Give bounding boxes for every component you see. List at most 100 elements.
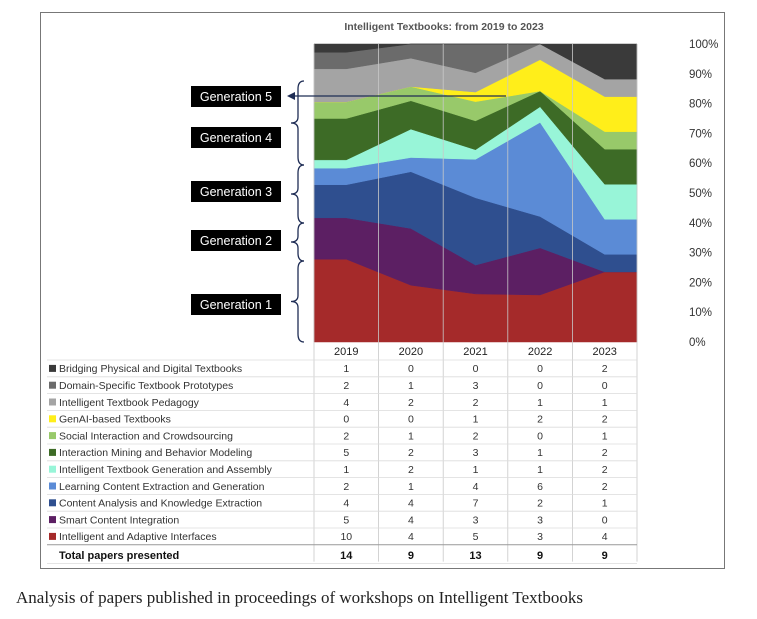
generation-label: Generation 2 <box>200 234 272 248</box>
table-cell-value: 4 <box>408 531 414 543</box>
legend-label: Interaction Mining and Behavior Modeling <box>59 447 252 459</box>
table-cell-value: 2 <box>602 464 608 476</box>
table-cell-value: 4 <box>343 397 349 409</box>
legend-label: Learning Content Extraction and Generati… <box>59 481 265 493</box>
data-table <box>47 44 638 564</box>
generation-label-box <box>191 127 281 148</box>
table-cell-value: 2 <box>343 481 349 493</box>
table-cell-value: 2 <box>537 498 543 510</box>
table-cell-value: 1 <box>602 397 608 409</box>
legend-swatch <box>49 482 56 490</box>
chart-title: Intelligent Textbooks: from 2019 to 2023 <box>344 21 544 33</box>
legend-label: Domain-Specific Textbook Prototypes <box>59 380 233 392</box>
table-year-header: 2023 <box>592 346 616 358</box>
table-cell-value: 5 <box>473 531 479 543</box>
generation-brace <box>290 164 305 224</box>
table-cell-value: 2 <box>343 430 349 442</box>
table-cell-value: 1 <box>473 414 479 426</box>
generation-label: Generation 5 <box>200 90 272 104</box>
table-cell-value: 3 <box>537 531 543 543</box>
table-year-header: 2019 <box>334 346 358 358</box>
table-cell-value: 4 <box>343 498 349 510</box>
table-cell-value: 2 <box>602 481 608 493</box>
table-cell-value: 5 <box>343 447 349 459</box>
table-cell-value: 2 <box>602 447 608 459</box>
table-cell-value: 2 <box>408 447 414 459</box>
legend-swatch <box>49 398 56 406</box>
table-cell-value: 4 <box>408 498 414 510</box>
figure-frame: Intelligent Textbooks: from 2019 to 2023… <box>40 12 725 569</box>
generation-label-box <box>191 294 281 315</box>
generation-label-box <box>191 230 281 251</box>
legend-swatch <box>49 381 56 389</box>
table-cell-value: 10 <box>340 531 352 543</box>
table-cell-value: 2 <box>408 397 414 409</box>
y-tick-label: 20% <box>689 277 712 289</box>
y-tick-label: 0% <box>689 337 706 349</box>
legend-label: GenAI-based Textbooks <box>59 414 171 426</box>
total-value: 9 <box>537 550 543 562</box>
y-tick-label: 70% <box>689 128 712 140</box>
generation-brace <box>290 80 305 166</box>
table-cell-value: 2 <box>602 414 608 426</box>
table-cell-value: 1 <box>343 363 349 375</box>
table-cell-value: 1 <box>408 380 414 392</box>
generation-label: Generation 4 <box>200 131 272 145</box>
table-cell-value: 2 <box>473 430 479 442</box>
legend-label: Intelligent Textbook Pedagogy <box>59 397 200 409</box>
table-cell-value: 0 <box>408 363 414 375</box>
legend-swatch <box>49 499 56 507</box>
total-value: 14 <box>340 550 353 562</box>
area-chart: Intelligent Textbooks: from 2019 to 2023… <box>47 21 718 564</box>
table-cell-value: 3 <box>473 447 479 459</box>
table-cell-value: 4 <box>408 514 414 526</box>
generation-brace <box>290 222 305 262</box>
table-cell-value: 2 <box>408 464 414 476</box>
legend-label: Content Analysis and Knowledge Extractio… <box>59 498 262 510</box>
table-cell-value: 1 <box>602 430 608 442</box>
generation-arrow-head <box>287 92 295 100</box>
figure-caption: Analysis of papers published in proceedi… <box>16 588 583 607</box>
legend-label: Smart Content Integration <box>59 514 179 526</box>
legend-swatch <box>49 432 56 440</box>
total-value: 13 <box>469 550 481 562</box>
table-cell-value: 2 <box>473 397 479 409</box>
table-cell-value: 1 <box>408 430 414 442</box>
table-cell-value: 2 <box>343 380 349 392</box>
table-cell-value: 2 <box>537 414 543 426</box>
table-year-header: 2020 <box>399 346 423 358</box>
table-cell-value: 0 <box>473 363 479 375</box>
table-cell-value: 3 <box>537 514 543 526</box>
legend-label: Social Interaction and Crowdsourcing <box>59 430 233 442</box>
y-tick-label: 80% <box>689 99 712 111</box>
table-cell-value: 1 <box>537 447 543 459</box>
generation-label: Generation 1 <box>200 298 272 312</box>
table-cell-value: 0 <box>602 380 608 392</box>
legend-swatch <box>49 415 56 423</box>
table-cell-value: 1 <box>537 397 543 409</box>
table-cell-value: 0 <box>537 380 543 392</box>
table-cell-value: 6 <box>537 481 543 493</box>
table-cell-value: 1 <box>473 464 479 476</box>
legend-label: Intelligent and Adaptive Interfaces <box>59 531 217 543</box>
legend-swatch <box>49 532 56 540</box>
y-tick-label: 50% <box>689 188 712 200</box>
generation-label-box <box>191 181 281 202</box>
y-tick-label: 10% <box>689 307 712 319</box>
generation-label-box <box>191 86 281 107</box>
legend-label: Bridging Physical and Digital Textbooks <box>59 363 242 375</box>
table-cell-value: 0 <box>537 363 543 375</box>
table-year-header: 2021 <box>463 346 487 358</box>
table-cell-value: 0 <box>343 414 349 426</box>
y-tick-label: 30% <box>689 248 712 260</box>
table-cell-value: 5 <box>343 514 349 526</box>
legend-swatch <box>49 465 56 473</box>
total-value: 9 <box>408 550 414 562</box>
legend-swatch <box>49 448 56 456</box>
table-cell-value: 3 <box>473 514 479 526</box>
total-value: 9 <box>602 550 608 562</box>
legend-label: Intelligent Textbook Generation and Asse… <box>59 464 273 476</box>
table-cell-value: 0 <box>537 430 543 442</box>
y-tick-label: 90% <box>689 69 712 81</box>
table-cell-value: 1 <box>602 498 608 510</box>
